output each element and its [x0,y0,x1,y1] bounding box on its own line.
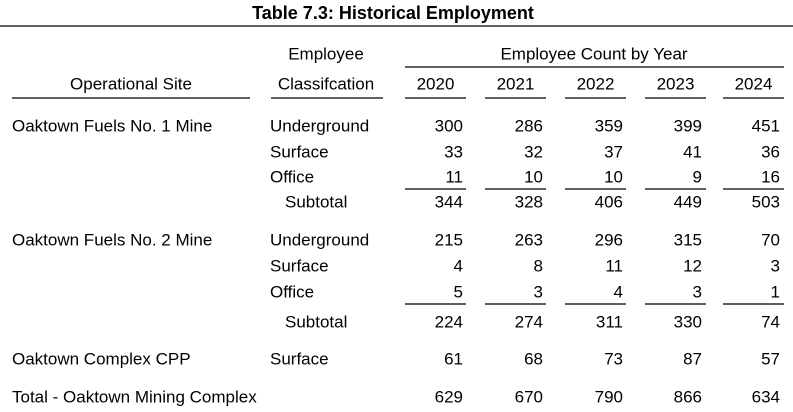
row-label: Underground [270,116,369,135]
cell-value: 33 [444,142,463,161]
cell-value: 300 [435,116,463,135]
site-label: Oaktown Complex CPP [12,349,191,368]
cell-value: 315 [674,230,702,249]
cell-value: 61 [444,349,463,368]
cell-value: 1 [771,282,780,301]
cell-value: 4 [614,282,623,301]
year-header: 2021 [497,74,535,93]
cell-value: 3 [534,282,543,301]
cell-value: 36 [761,142,780,161]
cell-value: 87 [683,349,702,368]
row-label: Office [270,282,314,301]
year-header: 2024 [735,74,773,93]
cell-value: 11 [605,256,623,275]
year-header: 2020 [417,74,455,93]
cell-value: 4 [454,256,463,275]
subtotal-value: 344 [435,192,463,211]
cell-value: 3 [771,256,780,275]
cell-value: 12 [683,256,702,275]
row-label: Office [270,167,314,186]
cell-value: 263 [515,230,543,249]
header-label: Operational Site [70,74,192,93]
cell-value: 8 [534,256,543,275]
cell-value: 5 [454,282,463,301]
subtotal-value: 503 [752,192,780,211]
cell-value: 399 [674,116,702,135]
cell-value: 9 [693,167,702,186]
cell-value: 215 [435,230,463,249]
year-header: 2023 [657,74,695,93]
row-label: Surface [270,142,329,161]
header-label: Classifcation [278,74,374,93]
row-label: Surface [270,256,329,275]
total-value: 629 [435,387,463,406]
subtotal-value: 74 [761,312,780,331]
cell-value: 286 [515,116,543,135]
total-label: Total - Oaktown Mining Complex [12,387,257,406]
cell-value: 32 [524,142,543,161]
cell-value: 10 [604,167,623,186]
table-title: Table 7.3: Historical Employment [252,3,534,23]
cell-value: 296 [595,230,623,249]
subtotal-label: Subtotal [285,312,347,331]
cell-value: 70 [761,230,780,249]
subtotal-value: 274 [515,312,543,331]
header-group: Employee Count by Year [500,44,687,63]
cell-value: 3 [693,282,702,301]
year-header: 2022 [577,74,615,93]
site-label: Oaktown Fuels No. 2 Mine [12,230,212,249]
cell-value: 57 [761,349,780,368]
subtotal-label: Subtotal [285,192,347,211]
cell-value: 11 [445,167,463,186]
subtotal-value: 449 [674,192,702,211]
cell-value: 68 [524,349,543,368]
cell-value: 451 [752,116,780,135]
row-label: Underground [270,230,369,249]
subtotal-value: 406 [595,192,623,211]
subtotal-value: 311 [596,312,623,331]
subtotal-value: 224 [435,312,463,331]
site-label: Oaktown Fuels No. 1 Mine [12,116,212,135]
total-value: 790 [595,387,623,406]
header-label: Employee [288,44,364,63]
subtotal-value: 328 [515,192,543,211]
subtotal-value: 330 [674,312,702,331]
total-value: 866 [674,387,702,406]
cell-value: 10 [524,167,543,186]
cell-value: 359 [595,116,623,135]
total-value: 634 [752,387,780,406]
cell-value: 37 [604,142,623,161]
row-label: Surface [270,349,329,368]
cell-value: 16 [761,167,780,186]
cell-value: 73 [604,349,623,368]
cell-value: 41 [683,142,702,161]
total-value: 670 [515,387,543,406]
